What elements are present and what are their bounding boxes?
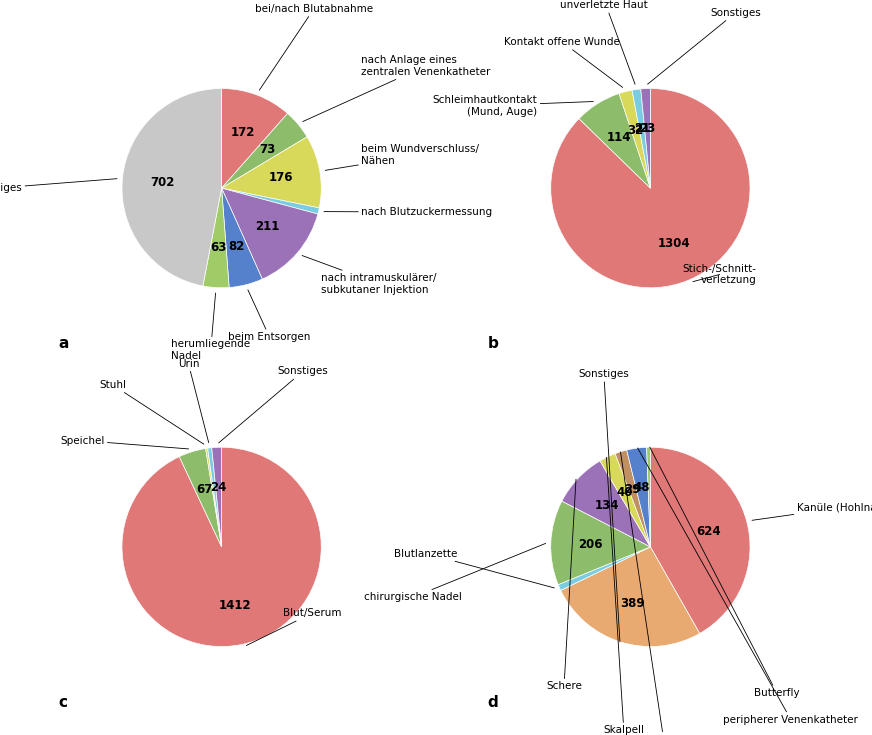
Wedge shape — [221, 188, 262, 287]
Text: 211: 211 — [255, 220, 279, 234]
Text: Blutlanzette: Blutlanzette — [394, 548, 555, 588]
Text: Sonstiges: Sonstiges — [578, 369, 630, 642]
Text: Urin: Urin — [178, 359, 208, 442]
Text: b: b — [487, 336, 499, 351]
Wedge shape — [632, 89, 651, 188]
Text: 40: 40 — [617, 487, 633, 499]
Text: 1304: 1304 — [657, 237, 690, 250]
Text: Butterfly: Butterfly — [650, 447, 800, 698]
Text: 63: 63 — [210, 241, 227, 254]
Text: 206: 206 — [578, 538, 603, 551]
Text: Stuhl: Stuhl — [99, 380, 204, 444]
Wedge shape — [212, 447, 221, 547]
Wedge shape — [122, 88, 221, 286]
Text: Stich-/Schnitt-
verletzung: Stich-/Schnitt- verletzung — [683, 264, 757, 285]
Text: peripherer Venenkatheter: peripherer Venenkatheter — [637, 448, 858, 725]
Wedge shape — [122, 447, 321, 647]
Text: Sonstiges: Sonstiges — [0, 179, 117, 193]
Wedge shape — [206, 448, 221, 547]
Text: herumliegende
Nadel: herumliegende Nadel — [171, 293, 250, 361]
Wedge shape — [641, 88, 651, 188]
Text: Blut/Serum: Blut/Serum — [247, 609, 341, 645]
Text: chirurgische Nadel: chirurgische Nadel — [364, 543, 546, 603]
Wedge shape — [221, 113, 307, 188]
Text: 21: 21 — [634, 123, 651, 135]
Text: beim Wundverschluss/
Nähen: beim Wundverschluss/ Nähen — [325, 144, 479, 171]
Text: Sonstiges: Sonstiges — [648, 8, 761, 85]
Wedge shape — [551, 501, 651, 584]
Text: c: c — [58, 695, 68, 709]
Text: Portnadel: Portnadel — [621, 452, 689, 735]
Text: Skalpell: Skalpell — [603, 457, 644, 735]
Text: Kontakt offene Wunde: Kontakt offene Wunde — [504, 37, 623, 87]
Wedge shape — [600, 453, 651, 547]
Text: 176: 176 — [269, 171, 293, 184]
Text: 702: 702 — [150, 176, 174, 189]
Text: nach intramuskulärer/
subkutaner Injektion: nach intramuskulärer/ subkutaner Injekti… — [302, 256, 437, 295]
Text: 624: 624 — [696, 525, 720, 538]
Wedge shape — [579, 93, 651, 188]
Text: Speichel: Speichel — [60, 436, 188, 449]
Wedge shape — [627, 448, 651, 547]
Wedge shape — [558, 547, 651, 590]
Wedge shape — [651, 447, 750, 634]
Text: 67: 67 — [195, 483, 212, 496]
Text: nach Blutzuckermessung: nach Blutzuckermessung — [324, 207, 493, 217]
Wedge shape — [221, 137, 321, 208]
Text: d: d — [487, 695, 499, 709]
Wedge shape — [221, 188, 319, 214]
Wedge shape — [561, 547, 699, 647]
Text: Schleimhautkontakt
(Mund, Auge): Schleimhautkontakt (Mund, Auge) — [433, 95, 593, 117]
Text: Schere: Schere — [546, 479, 582, 692]
Text: 29: 29 — [624, 483, 641, 496]
Wedge shape — [647, 447, 651, 547]
Wedge shape — [551, 88, 750, 288]
Wedge shape — [180, 448, 221, 547]
Text: 82: 82 — [228, 240, 244, 253]
Wedge shape — [619, 90, 651, 188]
Wedge shape — [615, 450, 651, 547]
Text: 48: 48 — [634, 481, 651, 494]
Text: 73: 73 — [260, 143, 276, 157]
Text: Kanüle (Hohlnadel): Kanüle (Hohlnadel) — [752, 502, 872, 520]
Text: nach Anlage eines
zentralen Venenkatheter: nach Anlage eines zentralen Venenkathete… — [303, 55, 490, 121]
Text: 24: 24 — [210, 481, 227, 494]
Text: 114: 114 — [606, 131, 631, 144]
Text: bei/nach Blutabnahme: bei/nach Blutabnahme — [255, 4, 373, 90]
Text: a: a — [58, 336, 69, 351]
Text: 134: 134 — [595, 499, 619, 512]
Wedge shape — [203, 188, 229, 288]
Text: Kontakt augenscheinlich
unverletzte Haut: Kontakt augenscheinlich unverletzte Haut — [540, 0, 668, 85]
Text: beim Entsorgen: beim Entsorgen — [228, 290, 310, 342]
Text: 1412: 1412 — [218, 599, 251, 612]
Wedge shape — [562, 461, 651, 547]
Text: Sonstiges: Sonstiges — [219, 367, 328, 443]
Wedge shape — [221, 188, 317, 279]
Text: 172: 172 — [230, 126, 255, 139]
Wedge shape — [208, 448, 221, 547]
Text: 389: 389 — [620, 598, 645, 611]
Text: 32: 32 — [627, 123, 644, 137]
Text: 23: 23 — [639, 122, 656, 135]
Wedge shape — [221, 88, 288, 188]
